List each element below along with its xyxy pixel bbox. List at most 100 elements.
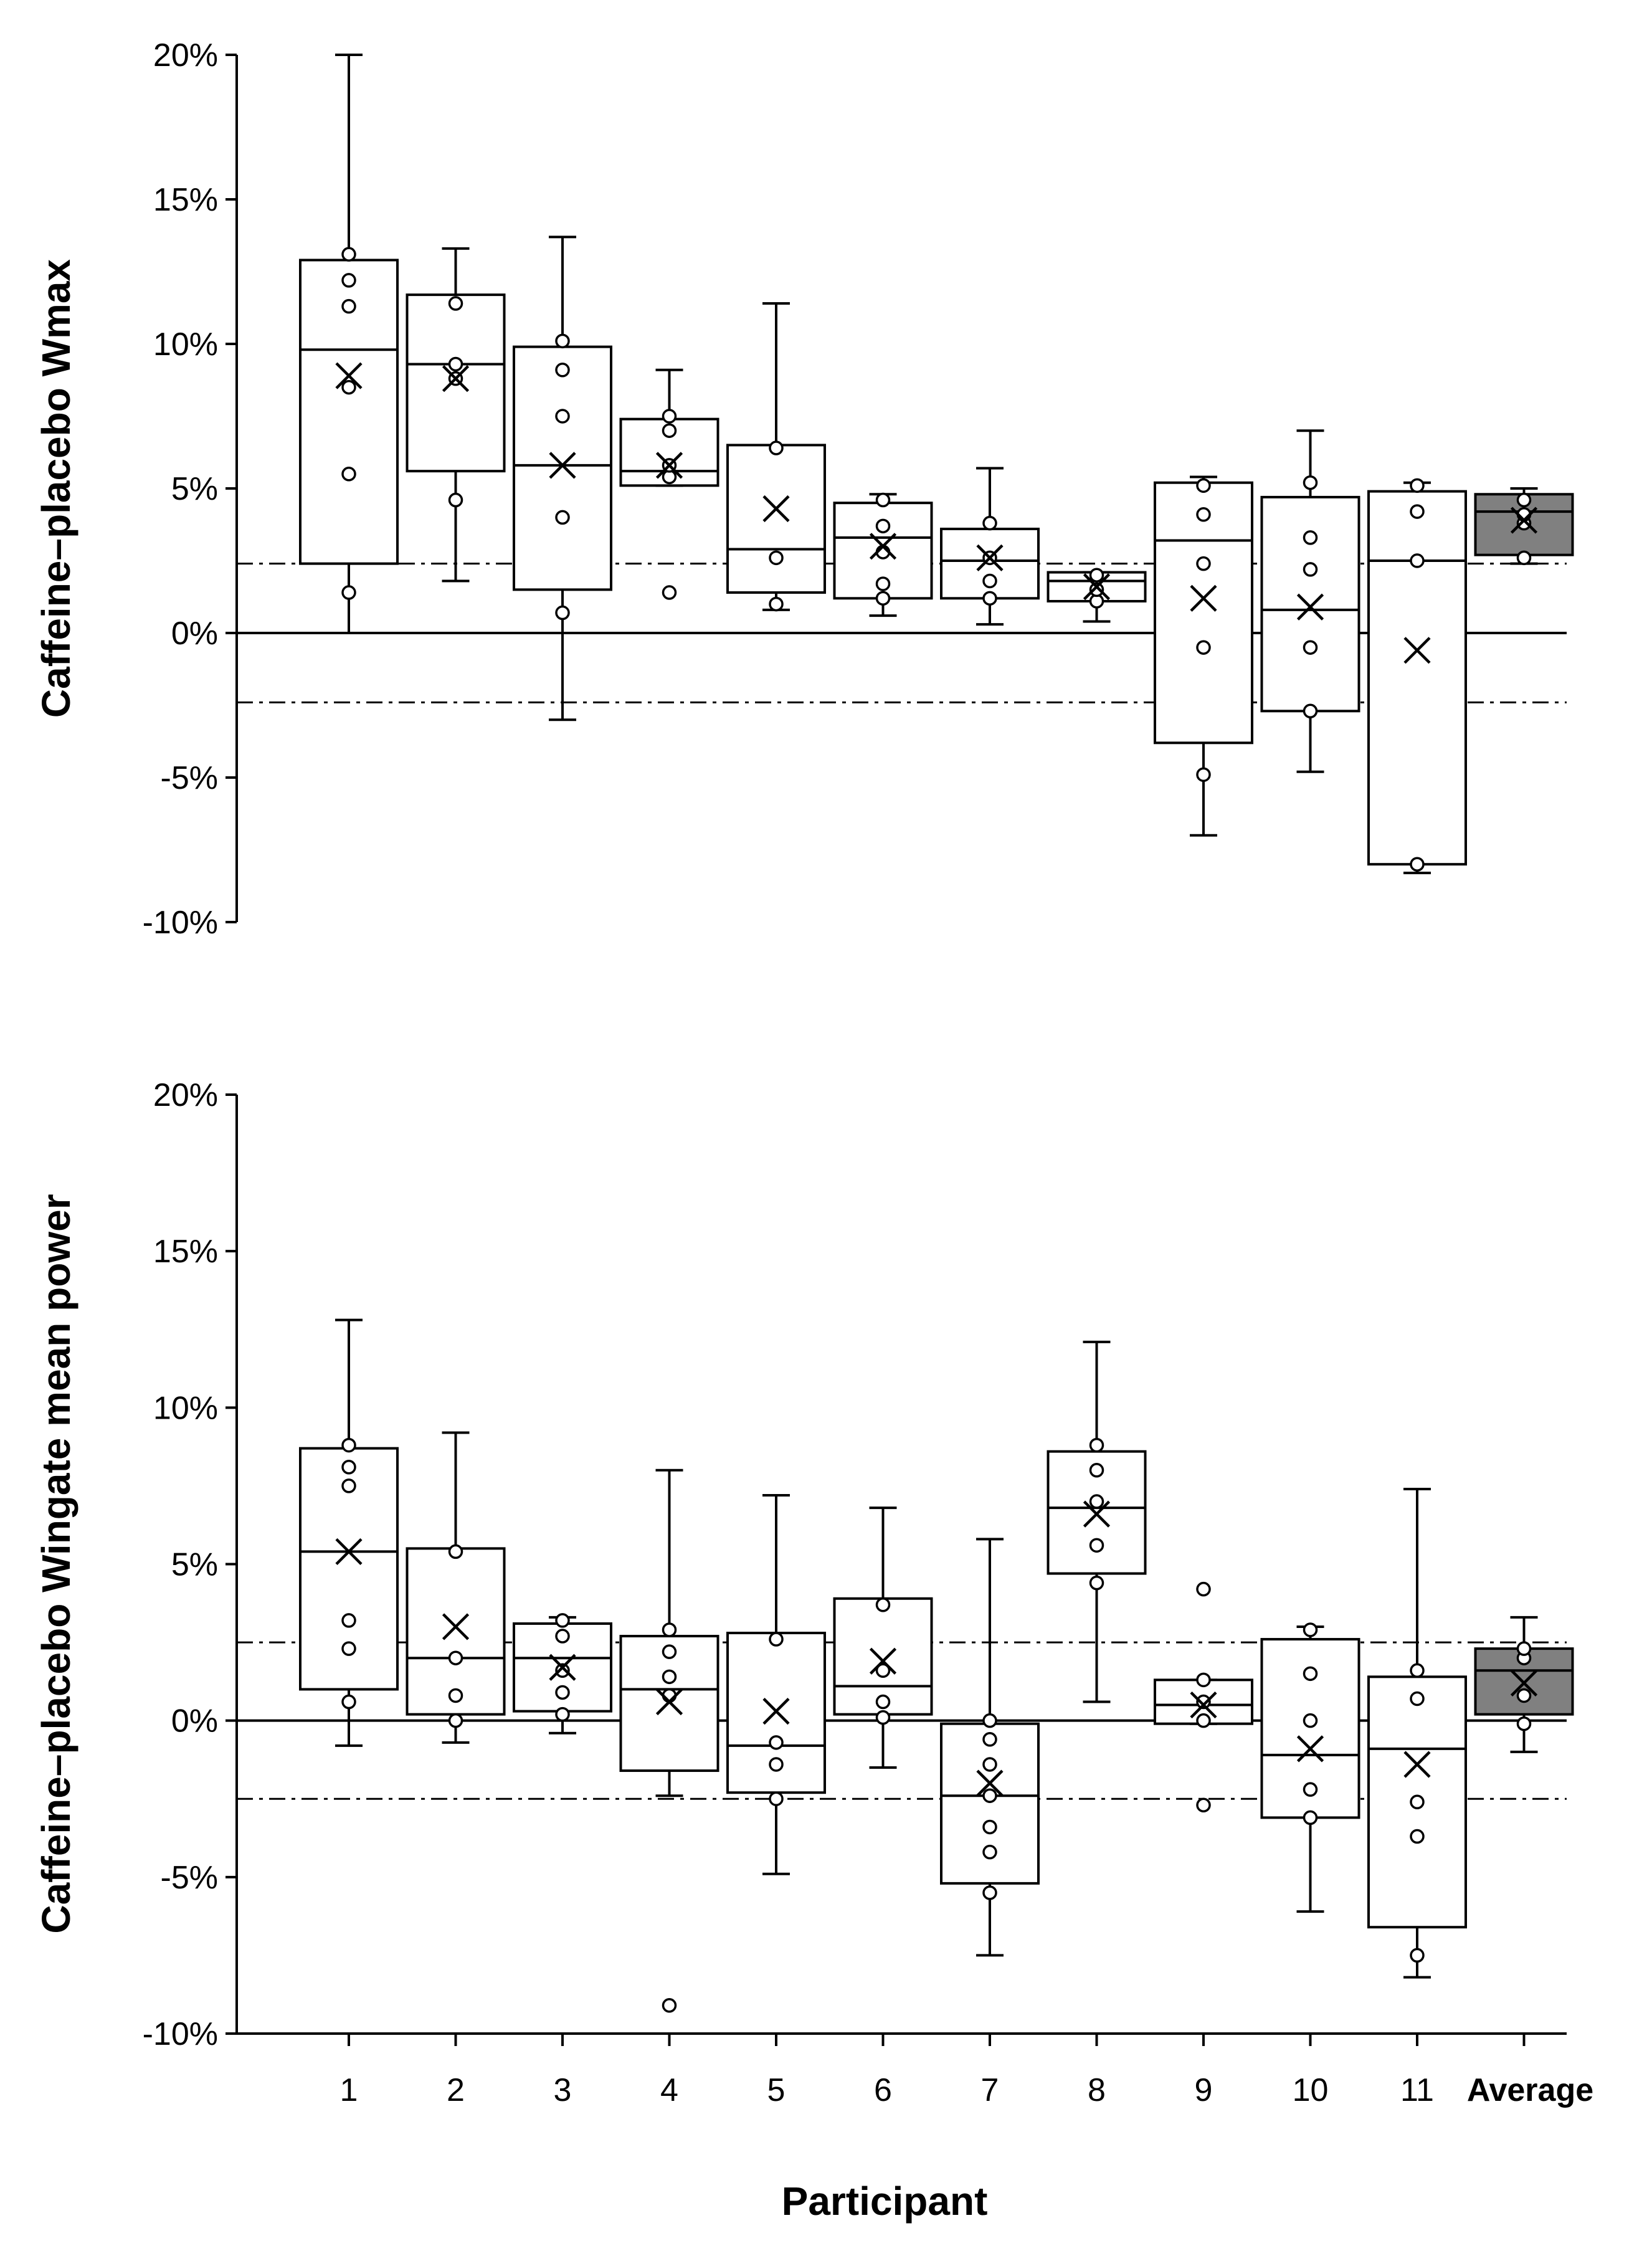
data-point xyxy=(341,467,356,482)
data-point xyxy=(1303,1810,1318,1825)
mean-marker-stroke xyxy=(335,1538,363,1565)
x-tick-label: 11 xyxy=(1400,2072,1434,2108)
x-tick-label: 3 xyxy=(554,2072,572,2108)
data-point xyxy=(875,1694,891,1710)
data-point xyxy=(875,518,891,534)
data-point xyxy=(1196,556,1211,571)
data-point xyxy=(1303,530,1318,545)
mean-marker-stroke xyxy=(1403,637,1431,664)
mean-marker-stroke xyxy=(869,533,897,560)
mean-marker xyxy=(655,1688,683,1716)
mean-marker xyxy=(655,452,683,479)
data-point xyxy=(555,1613,570,1628)
data-point xyxy=(982,1713,997,1728)
data-point xyxy=(555,409,570,424)
data-point xyxy=(1410,857,1425,872)
mean-marker xyxy=(1510,1669,1538,1697)
mean-marker-stroke xyxy=(442,365,470,393)
data-point xyxy=(448,1688,463,1703)
data-point xyxy=(555,333,570,349)
mean-marker-stroke xyxy=(1083,573,1111,601)
data-point xyxy=(448,1650,463,1665)
data-point xyxy=(1410,1663,1425,1678)
mean-marker-stroke xyxy=(655,1688,683,1716)
box xyxy=(726,444,826,594)
data-point xyxy=(448,1544,463,1559)
data-point xyxy=(875,576,891,591)
mean-marker-stroke xyxy=(762,1698,790,1725)
data-point xyxy=(1516,492,1532,508)
data-point xyxy=(769,550,784,566)
data-point xyxy=(1089,1538,1104,1553)
data-point xyxy=(555,363,570,378)
data-point xyxy=(662,1669,677,1685)
x-tick-label: 1 xyxy=(340,2072,358,2108)
x-tick-label: 2 xyxy=(447,2072,465,2108)
data-point xyxy=(662,1644,677,1659)
y-tick-label: 20% xyxy=(153,37,218,74)
data-point xyxy=(448,296,463,311)
data-point xyxy=(875,1710,891,1725)
data-point xyxy=(1089,1575,1104,1591)
mean-marker-stroke xyxy=(549,1654,576,1681)
data-point xyxy=(1089,582,1104,597)
x-tick-label: 9 xyxy=(1195,2072,1213,2108)
data-point xyxy=(982,1885,997,1900)
y-tick-label: 0% xyxy=(171,616,218,652)
data-point xyxy=(1089,568,1104,583)
x-tick-label: 5 xyxy=(767,2072,786,2108)
data-point xyxy=(341,1478,356,1493)
data-point xyxy=(769,440,784,455)
y-tick-label: -5% xyxy=(161,1860,218,1896)
mean-marker xyxy=(1083,1500,1111,1528)
data-point xyxy=(341,1437,356,1453)
wingate-panel: -10% -5% 0% 5% 10% 15% 20% Caffeine–placebo Win… xyxy=(34,1077,1593,2108)
data-point xyxy=(1196,1797,1211,1813)
data-point xyxy=(1196,1581,1211,1597)
data-point xyxy=(982,1757,997,1772)
mean-marker-stroke xyxy=(1296,1735,1324,1763)
y-tick-label: 15% xyxy=(153,182,218,218)
y-tick-label: 0% xyxy=(171,1703,218,1740)
data-point xyxy=(1303,1666,1318,1682)
data-point xyxy=(555,1663,570,1678)
data-point xyxy=(769,1735,784,1750)
mean-marker-stroke xyxy=(1296,593,1324,621)
mean-marker xyxy=(1190,1691,1217,1719)
box xyxy=(1260,495,1360,713)
mean-marker-stroke xyxy=(976,544,1004,571)
mean-marker xyxy=(549,1654,576,1681)
data-point xyxy=(341,379,356,395)
data-point xyxy=(555,1685,570,1700)
mean-marker xyxy=(869,533,897,560)
mean-marker-stroke xyxy=(655,452,683,479)
y-tick-label: -10% xyxy=(143,905,218,941)
data-point xyxy=(982,515,997,531)
data-point xyxy=(341,1694,356,1710)
mean-marker xyxy=(1190,584,1217,612)
data-point xyxy=(769,1757,784,1772)
data-point xyxy=(662,409,677,424)
mean-marker-stroke xyxy=(335,362,363,389)
data-point xyxy=(448,1713,463,1728)
data-point xyxy=(555,510,570,525)
mean-marker-stroke xyxy=(1190,584,1217,612)
mean-marker-stroke xyxy=(442,1613,470,1640)
data-point xyxy=(1303,562,1318,577)
data-point xyxy=(1410,1948,1425,1963)
mean-marker xyxy=(1083,573,1111,601)
data-point xyxy=(1410,504,1425,519)
data-point xyxy=(1303,1713,1318,1728)
data-point xyxy=(1516,550,1532,566)
wmax-panel: -10% -5% 0% 5% 10% 15% 20% Caffeine–placebo Wma… xyxy=(34,37,1574,941)
mean-marker-stroke xyxy=(549,452,576,479)
mean-marker-stroke xyxy=(1403,1751,1431,1778)
data-point xyxy=(1410,1691,1425,1706)
data-point xyxy=(662,423,677,438)
box xyxy=(1367,490,1467,866)
y-axis-title: Caffeine–placebo Wmax xyxy=(34,259,78,718)
mean-marker xyxy=(869,1647,897,1675)
data-point xyxy=(1516,1641,1532,1656)
mean-marker xyxy=(1403,637,1431,664)
data-point xyxy=(1089,1494,1104,1509)
